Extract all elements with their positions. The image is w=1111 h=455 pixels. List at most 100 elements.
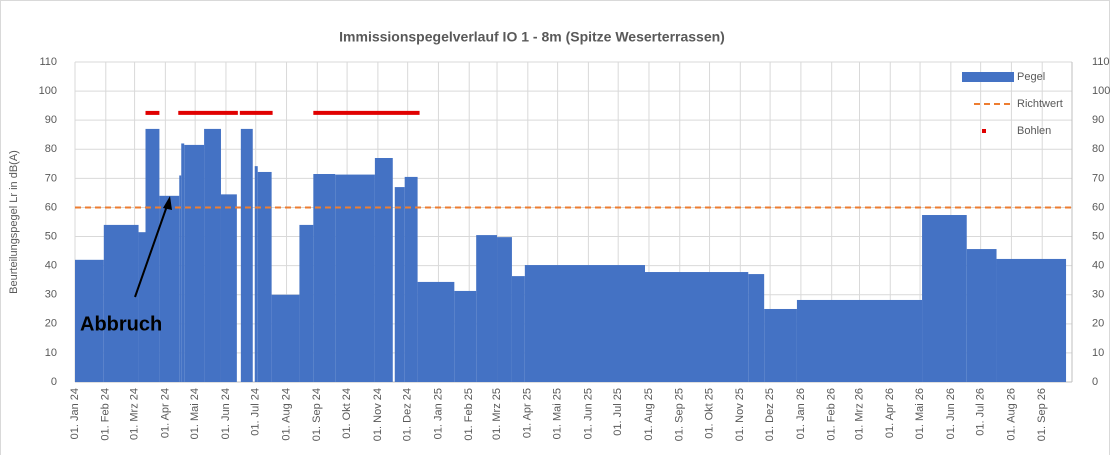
- x-tick-label: 01. Feb 26: [826, 388, 838, 441]
- x-tick-label: 01. Apr 24: [159, 388, 171, 438]
- x-tick-label: 01. Jun 24: [220, 388, 232, 439]
- y-tick-label: 10: [45, 347, 57, 359]
- y2-tick-label: 20: [1092, 318, 1104, 330]
- bar: [966, 249, 997, 382]
- bar: [476, 235, 498, 382]
- y2-tick-label: 50: [1092, 230, 1104, 242]
- y-tick-label: 100: [39, 85, 57, 97]
- y-tick-label: 20: [45, 318, 57, 330]
- x-tick-label: 01. Jan 24: [69, 388, 81, 439]
- y2-tick-label: 100: [1092, 85, 1110, 97]
- x-tick-label: 01. Mai 24: [189, 388, 201, 439]
- y-tick-label: 80: [45, 143, 57, 155]
- y-tick-label: 60: [45, 201, 57, 213]
- bar: [313, 174, 336, 382]
- x-tick-label: 01. Mrz 24: [128, 388, 140, 440]
- bar: [497, 237, 512, 382]
- y2-tick-label: 10: [1092, 347, 1104, 359]
- x-tick-label: 01. Okt 25: [703, 388, 715, 439]
- x-tick-label: 01. Dez 24: [402, 388, 414, 441]
- legend-label: Richtwert: [1017, 98, 1063, 110]
- bar: [299, 224, 314, 382]
- x-tick-label: 01. Aug 26: [1005, 388, 1017, 441]
- x-tick-label: 01. Okt 24: [341, 388, 353, 439]
- legend-label: Bohlen: [1017, 125, 1051, 137]
- x-tick-label: 01. Feb 24: [100, 388, 112, 441]
- y2-tick-label: 110: [1092, 56, 1110, 68]
- bar: [374, 158, 393, 382]
- y-tick-label: 70: [45, 172, 57, 184]
- x-tick-label: 01. Sep 25: [674, 388, 686, 441]
- bar: [75, 259, 104, 382]
- y2-tick-label: 30: [1092, 289, 1104, 301]
- bar: [394, 187, 405, 382]
- x-tick-label: 01. Jul 26: [975, 388, 987, 436]
- y2-tick-label: 80: [1092, 143, 1104, 155]
- bar: [511, 276, 525, 382]
- x-tick-label: 01. Feb 25: [463, 388, 475, 441]
- y2-tick-label: 60: [1092, 201, 1104, 213]
- bar: [404, 176, 418, 382]
- x-tick-label: 01. Apr 26: [884, 388, 896, 438]
- bar: [103, 224, 139, 382]
- y-tick-label: 90: [45, 114, 57, 126]
- y2-tick-label: 90: [1092, 114, 1104, 126]
- bar: [524, 265, 645, 382]
- x-tick-label: 01. Aug 25: [643, 388, 655, 441]
- bar: [138, 232, 146, 382]
- legend-swatch: [982, 129, 986, 133]
- y2-tick-label: 40: [1092, 260, 1104, 272]
- bar: [257, 171, 272, 382]
- bar: [417, 281, 455, 382]
- legend-label: Pegel: [1017, 71, 1045, 83]
- bar: [748, 274, 765, 382]
- bar: [271, 294, 300, 382]
- x-tick-label: 01. Apr 25: [522, 388, 534, 438]
- x-tick-label: 01. Jul 24: [250, 388, 262, 436]
- bar: [454, 290, 477, 382]
- y-tick-label: 40: [45, 260, 57, 272]
- y-tick-label: 0: [51, 376, 57, 388]
- bar: [996, 258, 1067, 382]
- bar: [922, 215, 967, 382]
- y-tick-label: 30: [45, 289, 57, 301]
- bar: [335, 174, 375, 382]
- x-tick-label: 01. Jun 25: [582, 388, 594, 439]
- x-tick-label: 01. Sep 24: [311, 388, 323, 441]
- y-tick-label: 50: [45, 230, 57, 242]
- x-tick-label: 01. Jun 26: [945, 388, 957, 439]
- legend-swatch: [962, 72, 1014, 82]
- annotation-arrowhead: [163, 196, 172, 210]
- annotation-arrow: [134, 202, 169, 298]
- bar: [796, 299, 923, 382]
- x-tick-label: 01. Mrz 26: [853, 388, 865, 440]
- y-axis-label: Beurteilungspegel Lr in dB(A): [8, 150, 20, 294]
- x-tick-label: 01. Mrz 25: [491, 388, 503, 440]
- bar: [240, 128, 253, 382]
- bar: [644, 272, 749, 382]
- bar: [159, 195, 180, 382]
- bar: [181, 143, 185, 382]
- x-tick-label: 01. Mai 26: [914, 388, 926, 439]
- bar: [204, 128, 221, 382]
- bar: [254, 166, 258, 382]
- bar: [145, 128, 160, 382]
- y2-tick-label: 70: [1092, 172, 1104, 184]
- x-tick-label: 01. Aug 24: [280, 388, 292, 441]
- x-tick-label: 01. Nov 25: [734, 388, 746, 441]
- x-tick-label: 01. Mai 25: [552, 388, 564, 439]
- x-tick-label: 01. Jul 25: [612, 388, 624, 436]
- x-tick-label: 01. Sep 26: [1036, 388, 1048, 441]
- bar: [764, 308, 797, 382]
- x-tick-label: 01. Dez 25: [764, 388, 776, 441]
- bar: [184, 144, 205, 382]
- annotation: Abbruch: [80, 313, 162, 335]
- bar: [179, 175, 182, 382]
- chart-title: Immissionspegelverlauf IO 1 - 8m (Spitze…: [339, 29, 725, 45]
- y-tick-label: 110: [39, 56, 57, 68]
- y2-tick-label: 0: [1092, 376, 1098, 388]
- bar: [220, 194, 237, 382]
- x-tick-label: 01. Jan 25: [432, 388, 444, 439]
- x-tick-label: 01. Nov 24: [372, 388, 384, 441]
